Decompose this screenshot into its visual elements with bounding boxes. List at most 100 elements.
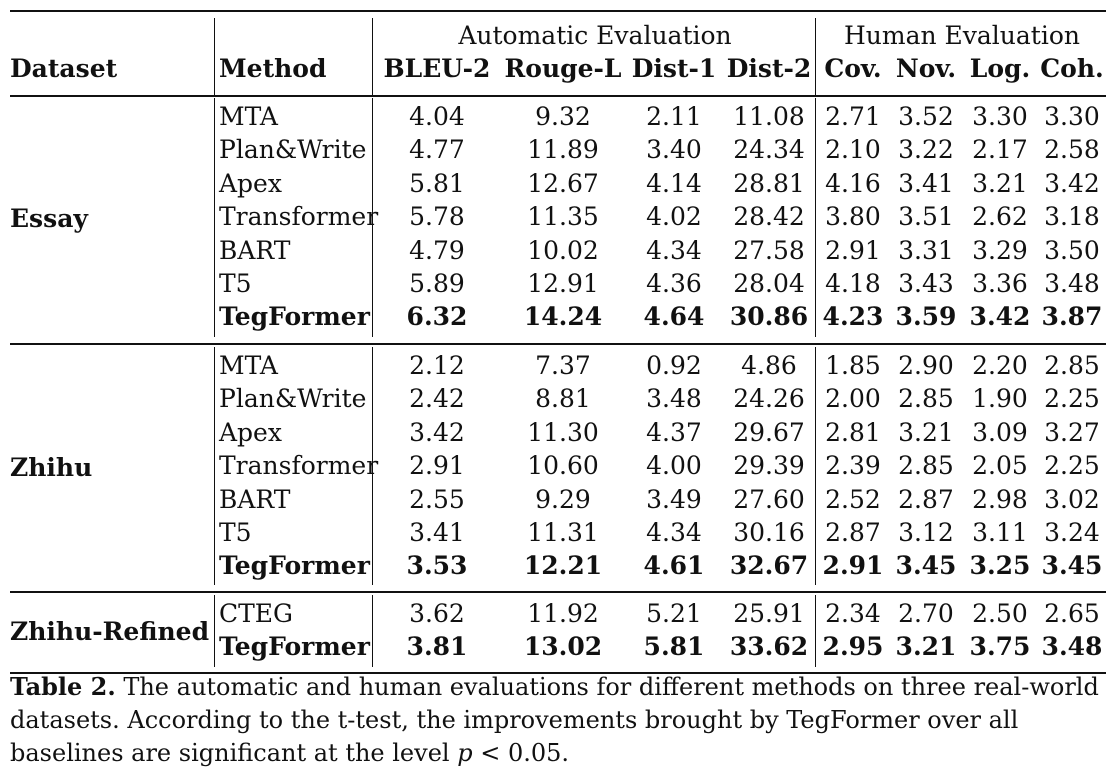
metric-value: 3.45 xyxy=(895,551,957,580)
metric-value: 30.16 xyxy=(733,518,805,547)
metric-value: 3.59 xyxy=(895,302,957,331)
caption-text: The automatic and human evaluations for … xyxy=(10,673,1099,767)
metric-value: 2.85 xyxy=(898,451,954,480)
top-rule xyxy=(10,10,1106,12)
metric-value: 27.60 xyxy=(733,485,805,514)
auto-divider xyxy=(372,347,373,585)
header-group-automatic: Automatic Evaluation xyxy=(458,21,732,50)
method-name: Apex xyxy=(219,169,282,198)
method-name: T5 xyxy=(219,518,252,547)
metric-value: 2.55 xyxy=(409,485,465,514)
metric-value: 2.42 xyxy=(409,384,465,413)
metric-value: 2.12 xyxy=(409,351,465,380)
metric-value: 4.16 xyxy=(825,169,881,198)
metric-value: 3.25 xyxy=(969,551,1031,580)
metric-value: 2.91 xyxy=(409,451,465,480)
metric-value: 3.31 xyxy=(898,236,954,265)
metric-value: 3.87 xyxy=(1041,302,1103,331)
metric-value: 2.70 xyxy=(898,599,954,628)
metric-value: 3.53 xyxy=(406,551,468,580)
auto-divider xyxy=(372,98,373,337)
metric-value: 3.11 xyxy=(972,518,1028,547)
method-divider xyxy=(214,595,215,667)
metric-value: 4.34 xyxy=(646,236,702,265)
method-name: T5 xyxy=(219,269,252,298)
metric-value: 30.86 xyxy=(729,302,809,331)
metric-value: 1.90 xyxy=(972,384,1028,413)
metric-value: 1.85 xyxy=(825,351,881,380)
metric-value: 4.37 xyxy=(646,418,702,447)
human-divider xyxy=(815,98,816,337)
metric-value: 3.36 xyxy=(972,269,1028,298)
header-dataset: Dataset xyxy=(10,54,118,83)
metric-value: 4.18 xyxy=(825,269,881,298)
metric-value: 3.21 xyxy=(972,169,1028,198)
metric-value: 3.48 xyxy=(1044,269,1100,298)
metric-value: 2.25 xyxy=(1044,451,1100,480)
metric-value: 2.39 xyxy=(825,451,881,480)
method-name: MTA xyxy=(219,102,278,131)
group-rule-2 xyxy=(10,591,1106,593)
metric-value: 4.14 xyxy=(646,169,702,198)
metric-value: 2.81 xyxy=(825,418,881,447)
method-divider xyxy=(214,98,215,337)
metric-value: 3.12 xyxy=(898,518,954,547)
method-name: Apex xyxy=(219,418,282,447)
metric-value: 3.80 xyxy=(825,202,881,231)
metric-value: 12.21 xyxy=(523,551,603,580)
caption-math-variable: p xyxy=(457,739,473,767)
header-group-human: Human Evaluation xyxy=(843,21,1081,50)
metric-value: 11.30 xyxy=(527,418,599,447)
metric-value: 13.02 xyxy=(523,632,603,661)
group-rule-1 xyxy=(10,343,1106,345)
metric-value: 11.35 xyxy=(527,202,599,231)
header-rule xyxy=(10,95,1106,97)
metric-value: 3.30 xyxy=(1044,102,1100,131)
metric-value: 14.24 xyxy=(523,302,603,331)
header-metric-rouge-l: Rouge-L xyxy=(504,54,622,83)
metric-value: 10.02 xyxy=(527,236,599,265)
metric-value: 29.39 xyxy=(733,451,805,480)
header-metric-cov: Cov. xyxy=(824,54,882,83)
metric-value: 3.40 xyxy=(646,135,702,164)
metric-value: 33.62 xyxy=(729,632,809,661)
metric-value: 2.91 xyxy=(822,551,884,580)
metric-value: 4.61 xyxy=(643,551,705,580)
metric-value: 4.04 xyxy=(409,102,465,131)
metric-value: 3.45 xyxy=(1041,551,1103,580)
metric-value: 8.81 xyxy=(535,384,591,413)
header-method: Method xyxy=(219,54,327,83)
metric-value: 2.87 xyxy=(825,518,881,547)
metric-value: 9.32 xyxy=(535,102,591,131)
metric-value: 4.34 xyxy=(646,518,702,547)
metric-value: 24.34 xyxy=(733,135,805,164)
metric-value: 2.00 xyxy=(825,384,881,413)
metric-value: 28.04 xyxy=(733,269,805,298)
header-human-divider xyxy=(815,18,816,95)
human-divider xyxy=(815,347,816,585)
metric-value: 3.27 xyxy=(1044,418,1100,447)
metric-value: 2.91 xyxy=(825,236,881,265)
metric-value: 12.91 xyxy=(527,269,599,298)
metric-value: 24.26 xyxy=(733,384,805,413)
method-name: TegFormer xyxy=(219,632,370,661)
metric-value: 32.67 xyxy=(729,551,809,580)
metric-value: 3.02 xyxy=(1044,485,1100,514)
metric-value: 3.22 xyxy=(898,135,954,164)
header-metric-dist-1: Dist-1 xyxy=(631,54,717,83)
metric-value: 11.08 xyxy=(733,102,805,131)
metric-value: 3.50 xyxy=(1044,236,1100,265)
metric-value: 2.52 xyxy=(825,485,881,514)
metric-value: 12.67 xyxy=(527,169,599,198)
metric-value: 4.64 xyxy=(643,302,705,331)
method-name: Plan&Write xyxy=(219,135,367,164)
metric-value: 3.62 xyxy=(409,599,465,628)
method-name: TegFormer xyxy=(219,302,370,331)
metric-value: 3.21 xyxy=(898,418,954,447)
metric-value: 5.78 xyxy=(409,202,465,231)
header-metric-bleu-2: BLEU-2 xyxy=(383,54,491,83)
metric-value: 3.49 xyxy=(646,485,702,514)
metric-value: 7.37 xyxy=(535,351,591,380)
metric-value: 4.00 xyxy=(646,451,702,480)
